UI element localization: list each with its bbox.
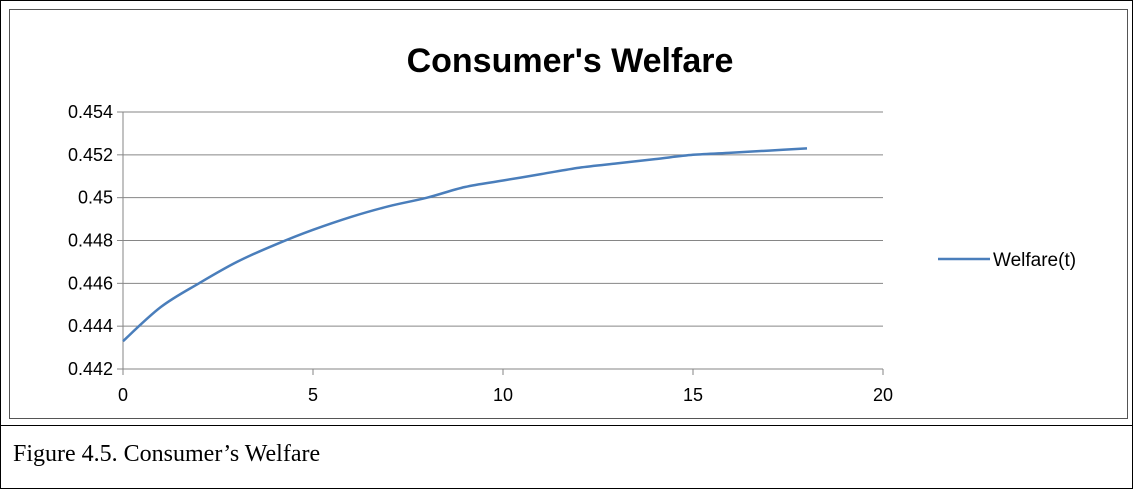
welfare-chart: Consumer's Welfare 0.4420.4440.4460.4480…	[68, 42, 1076, 405]
x-tick-label: 15	[683, 385, 703, 405]
y-tick-label: 0.446	[68, 273, 113, 293]
axes	[117, 111, 884, 375]
y-tick-label: 0.45	[78, 188, 113, 208]
series-layer	[122, 147, 808, 343]
x-tick-label: 20	[873, 385, 893, 405]
gridlines	[123, 111, 883, 327]
y-tick-label: 0.444	[68, 316, 113, 336]
x-tick-label: 0	[118, 385, 128, 405]
chart-title: Consumer's Welfare	[407, 42, 734, 80]
y-tick-label: 0.452	[68, 145, 113, 165]
x-axis-tick-labels: 0 5 10 15 20	[118, 385, 893, 405]
legend-label-welfare: Welfare(t)	[993, 250, 1076, 271]
y-axis-tick-labels: 0.442 0.444 0.446 0.448 0.45 0.452 0.454	[68, 102, 113, 379]
figure-caption: Figure 4.5. Consumer’s Welfare	[13, 441, 321, 467]
x-tick-label: 5	[308, 385, 318, 405]
chart-cell: Consumer's Welfare 0.442 0.444 0.446 0.448 0…	[1, 1, 1132, 426]
series-line-welfare	[122, 147, 808, 343]
y-tick-label: 0.454	[68, 102, 113, 122]
x-tick-label: 10	[493, 385, 513, 405]
y-tick-label: 0.448	[68, 231, 113, 251]
y-tick-label: 0.442	[68, 359, 113, 379]
legend: Welfare(t)	[938, 250, 1076, 271]
chart-area: Consumer's Welfare 0.442 0.444 0.446 0.448 0…	[9, 9, 1128, 419]
